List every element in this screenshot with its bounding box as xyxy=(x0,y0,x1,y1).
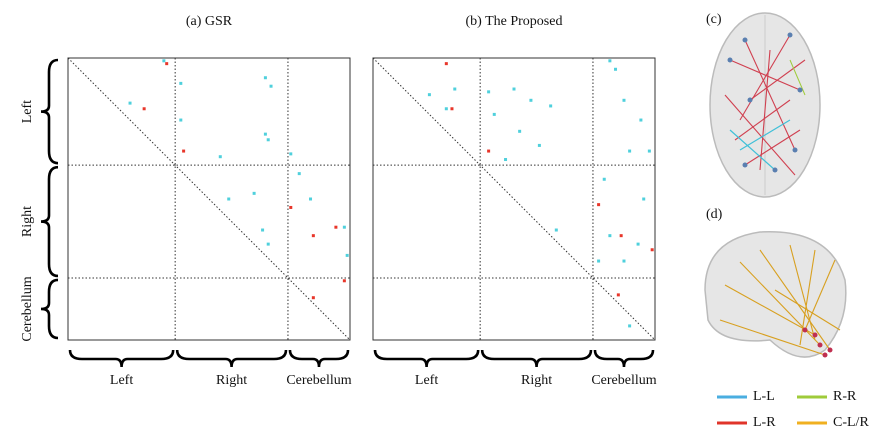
connection-dot xyxy=(128,101,132,105)
connection-dot xyxy=(518,129,522,133)
connection-dot xyxy=(487,149,491,153)
col-group-label: Left xyxy=(415,373,438,388)
brace xyxy=(373,349,480,368)
brace xyxy=(40,165,59,278)
connection-dot xyxy=(179,118,183,122)
connection-dot xyxy=(642,197,646,201)
col-group-label: Left xyxy=(110,373,133,388)
connection-dot xyxy=(602,177,606,181)
connection-dot xyxy=(227,197,231,201)
brace xyxy=(40,278,59,340)
connection-dot xyxy=(608,59,612,63)
matrix-frame xyxy=(372,57,656,341)
row-group-label: Left xyxy=(20,100,35,123)
connection-dot xyxy=(639,118,643,122)
row-group-label: Cerebellum xyxy=(20,276,35,341)
connection-dot xyxy=(628,324,632,328)
connection-dot xyxy=(614,67,618,71)
connection-dot xyxy=(504,158,508,162)
connection-dot xyxy=(427,93,431,97)
brace xyxy=(40,58,59,165)
connection-dot xyxy=(182,149,186,153)
diagonal xyxy=(372,57,656,341)
connection-dot xyxy=(309,197,313,201)
connection-dot xyxy=(289,205,293,209)
connection-dot xyxy=(537,143,541,147)
connection-dot xyxy=(597,259,601,263)
connection-dot xyxy=(162,59,166,63)
connection-dot xyxy=(597,203,601,207)
connection-dot xyxy=(342,225,346,229)
connection-dot xyxy=(453,87,457,91)
connection-dot xyxy=(263,132,267,136)
connection-dot xyxy=(289,152,293,156)
row-group-label: Right xyxy=(20,206,35,237)
connection-dot xyxy=(297,172,301,176)
connection-dot xyxy=(252,191,256,195)
connection-dot xyxy=(529,98,533,102)
connection-dot xyxy=(444,62,448,66)
connection-dot xyxy=(266,242,270,246)
brace xyxy=(593,349,655,368)
connection-dot xyxy=(549,104,553,108)
connection-dot xyxy=(334,225,338,229)
connection-dot xyxy=(261,228,265,232)
col-group-label: Cerebellum xyxy=(591,373,656,388)
connection-dot xyxy=(554,228,558,232)
connection-dot xyxy=(650,248,654,252)
col-group-label: Right xyxy=(521,373,552,388)
connection-dot xyxy=(444,107,448,111)
connection-dot xyxy=(311,296,315,300)
brain-axial xyxy=(709,12,821,198)
panel-label: (d) xyxy=(706,207,723,222)
brace xyxy=(68,349,175,368)
connection-dot xyxy=(622,259,626,263)
diagonal xyxy=(67,57,351,341)
connection-dot xyxy=(342,279,346,283)
connection-dot xyxy=(608,234,612,238)
connection-dot xyxy=(616,293,620,297)
legend-label: L-R xyxy=(753,415,776,430)
brace xyxy=(288,349,350,368)
brain-sagittal xyxy=(704,230,847,358)
matrix-frame xyxy=(67,57,351,341)
legend-label: L-L xyxy=(753,389,775,404)
connection-dot xyxy=(636,242,640,246)
connection-dot xyxy=(512,87,516,91)
connection-dot xyxy=(311,234,315,238)
legend-label: C-L/R xyxy=(833,415,869,430)
connection-dot xyxy=(622,98,626,102)
connection-dot xyxy=(266,138,270,142)
connection-dot xyxy=(628,149,632,153)
connection-dot xyxy=(179,81,183,85)
connection-dot xyxy=(218,155,222,159)
connection-dot xyxy=(619,234,623,238)
connection-dot xyxy=(487,90,491,94)
connection-dot xyxy=(492,112,496,116)
connection-dot xyxy=(142,107,146,111)
col-group-label: Right xyxy=(216,373,247,388)
connection-dot xyxy=(450,107,454,111)
col-group-label: Cerebellum xyxy=(286,373,351,388)
connection-dot xyxy=(647,149,651,153)
connection-dot xyxy=(165,62,169,66)
connection-dot xyxy=(269,84,273,88)
panel-title: (a) GSR xyxy=(186,14,233,29)
brace xyxy=(175,349,288,368)
connection-dot xyxy=(263,76,267,80)
panel-title: (b) The Proposed xyxy=(466,14,563,29)
panel-label: (c) xyxy=(706,12,722,27)
brace xyxy=(480,349,593,368)
legend-label: R-R xyxy=(833,389,857,404)
connection-dot xyxy=(345,253,349,257)
